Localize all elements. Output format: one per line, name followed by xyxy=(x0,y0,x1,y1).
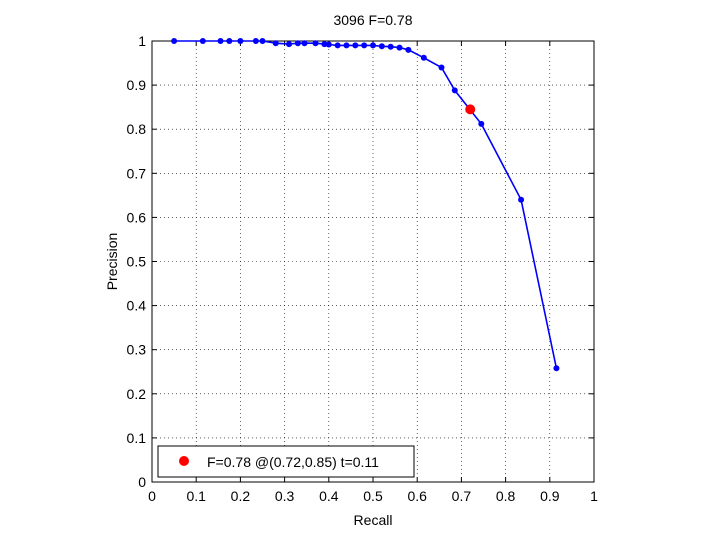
data-point xyxy=(478,120,485,127)
data-point xyxy=(312,40,319,47)
data-point xyxy=(553,365,560,372)
grid-lines xyxy=(152,41,594,482)
data-point xyxy=(237,38,244,44)
data-point xyxy=(301,40,308,47)
marker-layer xyxy=(465,104,476,115)
data-point xyxy=(226,38,233,44)
x-tick-label: 0.6 xyxy=(407,488,427,504)
series-layer xyxy=(171,38,560,372)
legend-entry: F=0.78 @(0.72,0.85) t=0.11 xyxy=(207,454,379,470)
x-tick-label: 0.5 xyxy=(363,488,383,504)
data-point xyxy=(217,38,224,44)
x-tick-label: 0.9 xyxy=(540,488,560,504)
data-point xyxy=(438,64,445,71)
y-tick-label: 0.8 xyxy=(127,121,147,137)
x-tick-label: 0.8 xyxy=(496,488,516,504)
x-tick-label: 0.4 xyxy=(319,488,339,504)
y-tick-label: 0 xyxy=(138,474,146,490)
data-point xyxy=(321,41,328,48)
legend-marker xyxy=(179,456,189,466)
data-point xyxy=(286,41,293,48)
data-point xyxy=(171,38,178,44)
x-tick-label: 0.3 xyxy=(275,488,295,504)
x-tick-label: 0.2 xyxy=(231,488,251,504)
data-point xyxy=(352,42,359,49)
y-tick-label: 0.7 xyxy=(127,165,147,181)
y-tick-label: 0.6 xyxy=(127,209,147,225)
y-tick-label: 0.2 xyxy=(127,386,147,402)
x-axis-label: Recall xyxy=(354,512,393,528)
y-tick-label: 0.4 xyxy=(127,298,147,314)
y-tick-label: 1 xyxy=(138,33,146,49)
x-tick-label: 0.1 xyxy=(186,488,206,504)
x-tick-label: 0 xyxy=(148,488,156,504)
data-point xyxy=(518,196,525,203)
data-point xyxy=(252,38,259,44)
data-point xyxy=(199,38,206,44)
legend: F=0.78 @(0.72,0.85) t=0.11 xyxy=(157,445,415,478)
data-point xyxy=(451,87,458,94)
axis-ticks: 0 0.1 0.2 0.3 0.4 0.5 0.6 0.7 0.8 0.9 1 0 0.1 0.2 0.3 0… xyxy=(127,33,599,504)
y-tick-label: 0.9 xyxy=(127,77,147,93)
data-point xyxy=(272,40,279,47)
y-tick-label: 0.5 xyxy=(127,254,147,270)
data-point xyxy=(396,44,403,51)
y-tick-label: 0.1 xyxy=(127,430,147,446)
chart-title: 3096 F=0.78 xyxy=(333,12,412,28)
data-point xyxy=(387,43,394,50)
data-point xyxy=(420,54,427,61)
data-point xyxy=(343,42,350,49)
best-f-point xyxy=(465,104,476,115)
data-point xyxy=(361,42,368,49)
data-point xyxy=(370,42,376,49)
data-point xyxy=(405,46,412,53)
data-point xyxy=(378,43,385,50)
data-point xyxy=(259,38,266,44)
x-tick-label: 1 xyxy=(590,488,598,504)
legend-box xyxy=(157,445,415,478)
x-tick-label: 0.7 xyxy=(452,488,472,504)
data-point xyxy=(334,42,341,49)
y-axis-label: Precision xyxy=(104,233,120,291)
data-point xyxy=(325,41,332,48)
y-tick-label: 0.3 xyxy=(127,342,147,358)
data-point xyxy=(294,40,301,47)
